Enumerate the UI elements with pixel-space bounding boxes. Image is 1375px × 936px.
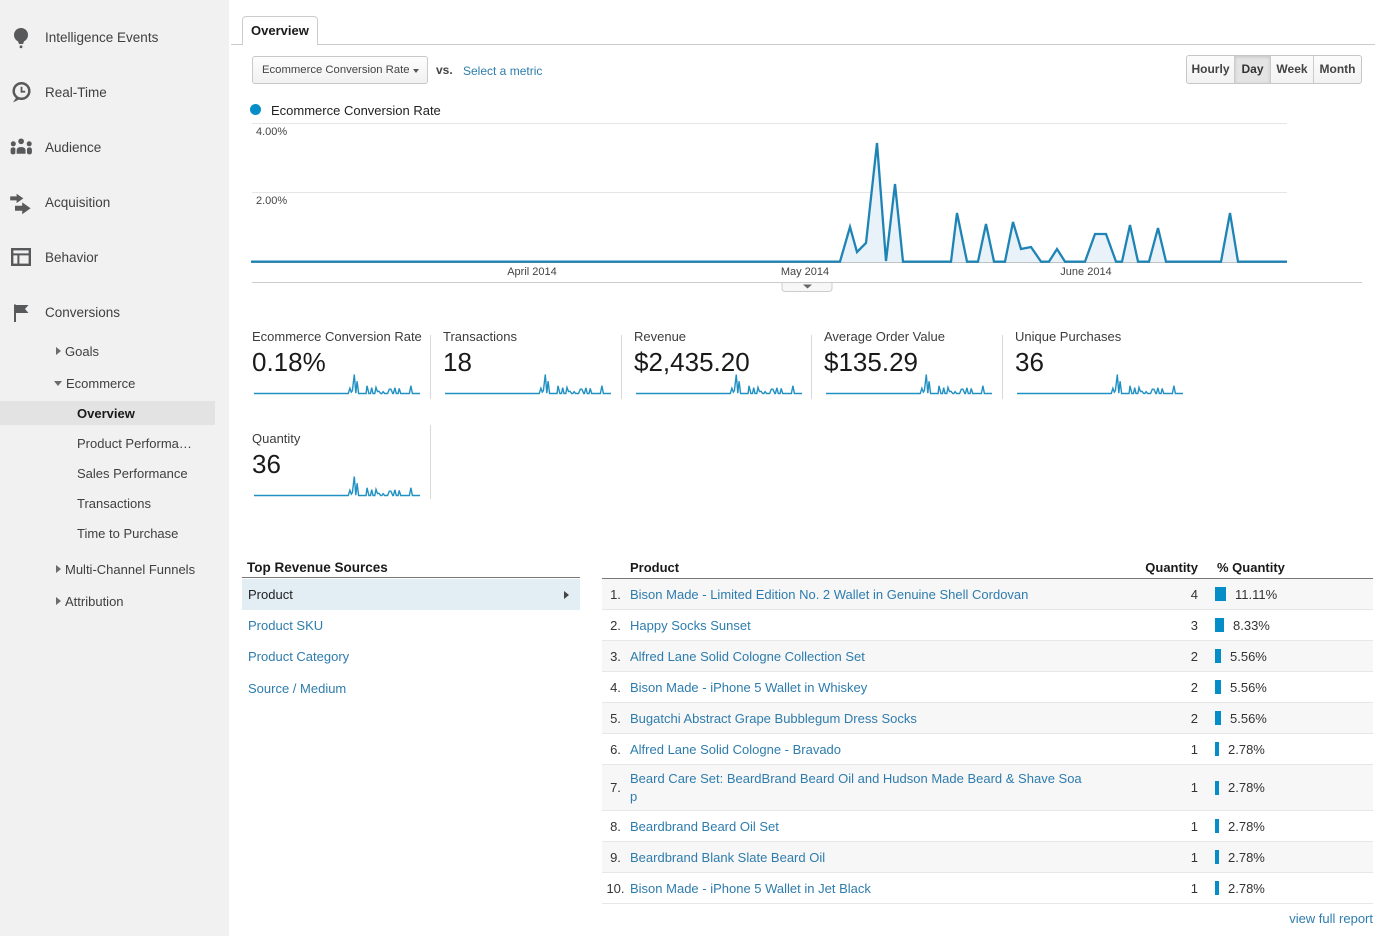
svg-text:4.00%: 4.00% xyxy=(256,126,287,138)
svg-text:May 2014: May 2014 xyxy=(781,266,829,278)
svg-text:2.00%: 2.00% xyxy=(256,195,287,207)
svg-text:June 2014: June 2014 xyxy=(1060,266,1111,278)
svg-text:April 2014: April 2014 xyxy=(507,266,557,278)
